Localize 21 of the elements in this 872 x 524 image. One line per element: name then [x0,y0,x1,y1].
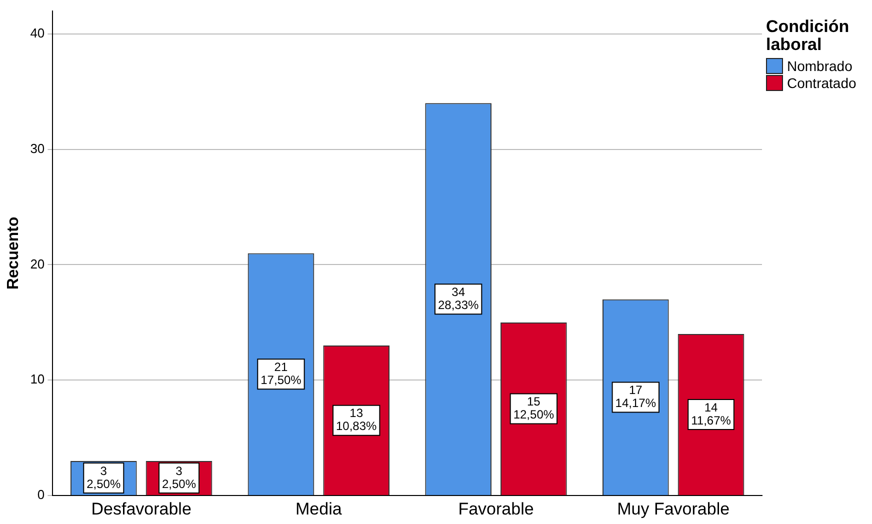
x-tick-label: Desfavorable [91,499,192,518]
data-label: 15 12,50% [513,394,554,422]
legend-label: Contratado [787,75,856,91]
y-tick-label: 40 [30,25,45,40]
y-tick-label: 10 [30,372,45,387]
y-tick-label: 30 [30,140,45,156]
data-label: 34 28,33% [438,284,479,312]
legend-title: Condición laboral [766,17,850,54]
legend-label: Nombrado [787,58,852,74]
y-tick-label: 0 [37,487,45,502]
x-tick-label: Favorable [458,499,534,518]
data-label: 3 2,50% [86,464,121,491]
y-tick-label: 20 [30,256,45,272]
data-label: 14 11,67% [691,400,732,428]
data-label: 13 10,83% [336,406,378,434]
x-tick-label: Muy Favorable [617,499,730,518]
x-tick-label: Media [296,499,342,518]
data-label: 21 17,50% [260,360,302,387]
data-label: 17 14,17% [615,383,656,410]
y-axis-title: Recuento [5,216,22,290]
data-label: 3 2,50% [162,464,196,491]
